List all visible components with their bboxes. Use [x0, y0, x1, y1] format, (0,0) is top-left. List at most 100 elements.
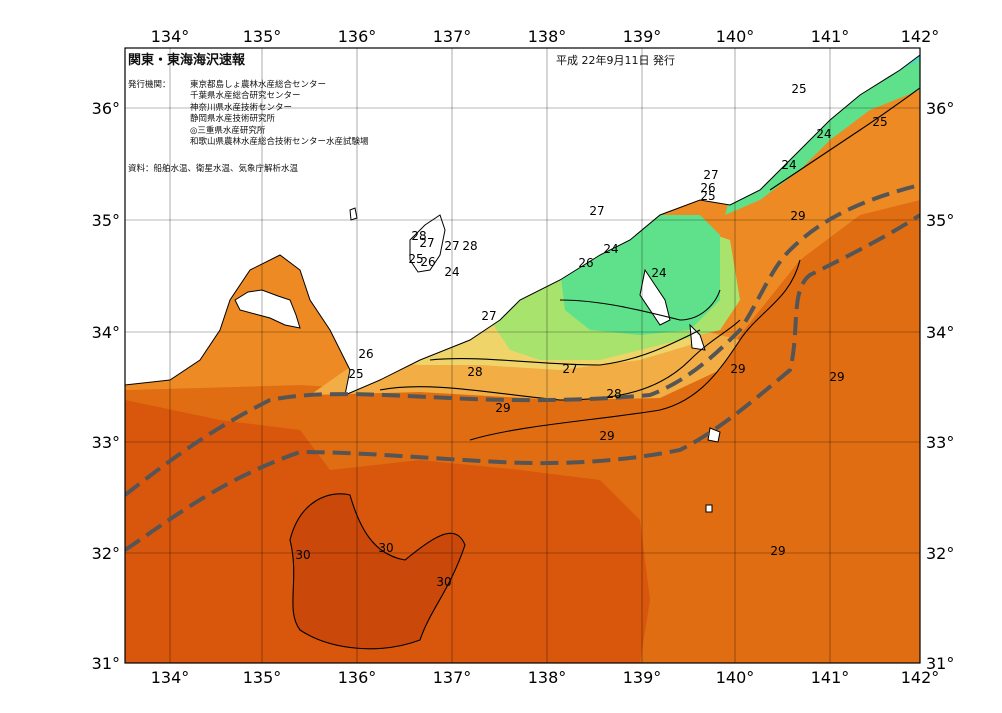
isotherm-25 [559, 289, 721, 321]
isotherm-label: 30 [295, 548, 310, 562]
isotherm-label-text: 29 [829, 370, 844, 384]
isotherm-label: 25 [408, 252, 423, 266]
issuer-item: 神奈川県水産技術センター [190, 102, 293, 113]
latitude-label: 34° [926, 323, 954, 342]
longitude-label: 142° [901, 668, 940, 687]
latitude-label: 34° [92, 323, 120, 342]
isotherm-label-text: 29 [599, 429, 614, 443]
sst-field-24 [560, 215, 720, 335]
latitude-label: 32° [92, 544, 120, 563]
isotherm-label: 29 [730, 362, 745, 376]
isotherm-label: 24 [781, 158, 796, 172]
sst-field-30 [125, 400, 650, 663]
isotherm-label: 27 [419, 236, 434, 250]
isotherm-label: 24 [603, 242, 618, 256]
isotherm-label-text: 28 [411, 229, 426, 243]
longitude-label: 140° [716, 668, 755, 687]
isotherm-label: 28 [606, 387, 621, 401]
latitude-label: 35° [92, 211, 120, 230]
isotherm-label-text: 24 [816, 127, 831, 141]
issuers-label: 発行機関： [128, 80, 171, 90]
isotherm-label-text: 26 [578, 256, 593, 270]
longitude-label: 138° [528, 668, 567, 687]
isotherm-label-text: 27 [589, 204, 604, 218]
kuroshio-north-edge [125, 183, 920, 497]
issuer-item: 静岡県水産技術研究所 [190, 114, 276, 125]
issuer-item: 千葉県水産総合研究センター [190, 91, 301, 102]
latitude-label: 32° [926, 544, 954, 563]
isotherm-label-text: 27 [562, 362, 577, 376]
map-frame [124, 47, 921, 664]
kuroshio-axis [125, 183, 920, 552]
latitude-label: 33° [926, 433, 954, 452]
isotherm-label-text: 26 [700, 181, 715, 195]
isotherm-label-text: 25 [700, 189, 715, 203]
isotherm-27 [429, 329, 701, 366]
isotherm-label-text: 26 [358, 347, 373, 361]
isotherm-label-text: 29 [495, 401, 510, 415]
isotherm-label: 26 [358, 347, 373, 361]
latitude-label: 31° [926, 654, 954, 673]
isotherm-label-text: 30 [378, 541, 393, 555]
longitude-label: 139° [623, 668, 662, 687]
isotherm-label-text: 24 [444, 265, 459, 279]
isotherm-label-text: 24 [603, 242, 618, 256]
longitude-label: 136° [338, 668, 377, 687]
isotherm-label: 27 [703, 168, 718, 182]
longitude-label: 142° [901, 27, 940, 46]
kuroshio-south-edge [125, 213, 920, 552]
isotherm-label-text: 29 [790, 209, 805, 223]
isotherm-29 [469, 259, 801, 441]
isotherm-label: 25 [348, 367, 363, 381]
izu-peninsula [639, 268, 671, 326]
longitude-label: 137° [433, 668, 472, 687]
longitude-labels-bottom: 134° 135° 136° 137° 138° 139° 140° 141° 142° [151, 668, 940, 687]
honshu-coast [125, 48, 920, 396]
isotherm-label-text: 28 [462, 239, 477, 253]
isotherm-label-text: 29 [730, 362, 745, 376]
aogashima [705, 504, 713, 513]
isotherm-label-text: 27 [481, 309, 496, 323]
issuer-item: 和歌山県農林水産総合技術センター水産試験場 [190, 137, 369, 148]
isotherm-label: 26 [420, 255, 435, 269]
isotherm-label: 29 [790, 209, 805, 223]
isotherm-label: 30 [436, 575, 451, 589]
latitude-labels-right: 31° 32° 33° 34° 35° 36° [926, 99, 954, 673]
isotherm-label-text: 27 [444, 239, 459, 253]
longitude-label: 138° [528, 27, 567, 46]
longitude-label: 141° [811, 668, 850, 687]
isotherm-label: 27 [444, 239, 459, 253]
isotherm-label-text: 25 [791, 82, 806, 96]
latitude-label: 35° [926, 211, 954, 230]
issuer-item: 東京都島しょ農林水産総合センター [190, 80, 327, 90]
isotherm-label: 27 [562, 362, 577, 376]
isotherm-label: 29 [770, 544, 785, 558]
longitude-label: 135° [243, 668, 282, 687]
isotherm-label-text: 27 [419, 236, 434, 250]
temperature-fields [125, 48, 920, 663]
isotherm-label: 24 [651, 266, 666, 280]
isotherm-label: 29 [829, 370, 844, 384]
sst-field-28-kii [225, 300, 280, 385]
data-source: 資料：船舶水温、衛星水温、気象庁解析水温 [128, 164, 299, 174]
latitude-labels-left: 31° 32° 33° 34° 35° 36° [92, 99, 120, 673]
awaji-island [234, 289, 301, 329]
longitude-label: 136° [338, 27, 377, 46]
map-title: 関東・東海海沢速報 [128, 53, 246, 68]
latitude-label: 33° [92, 433, 120, 452]
isotherm-label: 26 [700, 181, 715, 195]
longitude-label: 134° [151, 27, 190, 46]
isotherm-label: 30 [378, 541, 393, 555]
longitude-label: 137° [433, 27, 472, 46]
isotherm-label: 29 [599, 429, 614, 443]
isotherm-label: 26 [578, 256, 593, 270]
isotherm-label-text: 24 [651, 266, 666, 280]
issuer-list: 東京都島しょ農林水産総合センター 千葉県水産総合研究センター 神奈川県水産技術セ… [190, 80, 450, 148]
isotherm-label-text: 25 [872, 115, 887, 129]
isotherm-label: 27 [589, 204, 604, 218]
land [125, 48, 920, 513]
longitude-labels-top: 134° 135° 136° 137° 138° 139° 140° 141° 142° [151, 27, 940, 46]
isotherm-label-text: 27 [703, 168, 718, 182]
